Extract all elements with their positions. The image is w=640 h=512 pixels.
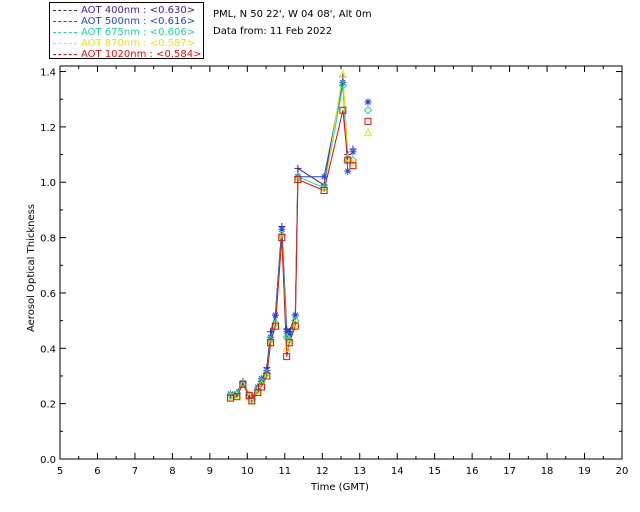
point-aot-675nm (285, 335, 294, 345)
y-tick-label: 1.4 (40, 68, 56, 79)
x-tick-label: 10 (241, 466, 254, 477)
point-aot-500nm (271, 311, 279, 319)
point-aot-500nm (278, 225, 286, 233)
site-info: PML, N 50 22', W 04 08', Alt 0m (213, 9, 372, 20)
point-aot-870nm (253, 386, 263, 395)
point-aot-1020nm (271, 322, 279, 330)
x-tick-label: 20 (616, 466, 629, 477)
y-tick-label: 0.0 (40, 455, 56, 466)
legend: AOT 400nm : <0.630> AOT 500nm : <0.616> … (49, 2, 204, 60)
point-aot-500nm (339, 79, 347, 87)
point-aot-500nm (344, 167, 352, 175)
y-tick-label: 0.4 (40, 344, 56, 355)
point-aot-1020nm (233, 393, 241, 401)
point-aot-870nm (226, 392, 235, 401)
point-aot-1020nm (320, 187, 328, 195)
point-aot-1020nm (285, 339, 293, 347)
legend-swatch (53, 43, 77, 44)
point-aot-870nm (232, 390, 242, 399)
x-tick-label: 8 (169, 466, 175, 477)
point-aot-870nm (338, 69, 348, 78)
point-aot-675nm (253, 385, 263, 395)
x-tick-label: 19 (578, 466, 591, 477)
point-aot-675nm (363, 106, 373, 115)
point-aot-870nm (282, 343, 292, 352)
legend-swatch (53, 32, 77, 33)
x-tick-label: 12 (316, 466, 329, 477)
point-aot-1020nm (239, 380, 247, 388)
x-tick-label: 11 (278, 466, 291, 477)
point-aot-1020nm (291, 322, 299, 330)
legend-swatch (53, 21, 77, 22)
point-aot-500nm (364, 98, 372, 106)
point-aot-1020nm (258, 383, 266, 391)
point-aot-675nm (232, 389, 242, 399)
x-tick-label: 15 (428, 466, 441, 477)
legend-swatch (53, 10, 77, 11)
point-aot-1020nm (349, 162, 357, 170)
series-line-aot-870nm (230, 74, 349, 402)
legend-label: AOT 675nm : <0.606> (81, 27, 196, 38)
point-aot-870nm (363, 127, 373, 136)
x-tick-label: 7 (132, 466, 138, 477)
point-aot-675nm (257, 377, 266, 386)
legend-label: AOT 500nm : <0.616> (81, 16, 196, 27)
x-tick-label: 18 (541, 466, 554, 477)
point-aot-1020nm (267, 339, 275, 347)
y-tick-label: 1.2 (40, 123, 56, 134)
point-aot-1020nm (294, 175, 302, 183)
y-axis-label: Aerosol Optical Thickness (26, 204, 37, 332)
x-tick-label: 5 (57, 466, 63, 477)
y-tick-label: 0.2 (40, 400, 56, 411)
x-tick-label: 6 (94, 466, 100, 477)
point-aot-1020nm (339, 106, 347, 114)
point-aot-675nm (293, 172, 303, 181)
series-line-aot-675nm (230, 85, 349, 401)
x-axis-label: Time (GMT) (310, 482, 369, 493)
x-tick-label: 9 (207, 466, 213, 477)
legend-swatch (53, 54, 77, 55)
point-aot-675nm (226, 391, 235, 400)
x-tick-label: 17 (503, 466, 516, 477)
x-tick-label: 13 (353, 466, 366, 477)
point-aot-675nm (266, 335, 275, 345)
point-aot-675nm (319, 183, 329, 192)
y-tick-label: 1.0 (40, 178, 56, 189)
legend-label: AOT 400nm : <0.630> (81, 5, 196, 16)
legend-label: AOT 1020nm : <0.584> (81, 49, 202, 60)
point-aot-1020nm (263, 372, 271, 380)
legend-label: AOT 870nm : <0.587> (81, 38, 196, 49)
y-tick-label: 0.6 (40, 289, 56, 300)
point-aot-1020nm (248, 397, 256, 405)
point-aot-1020nm (364, 117, 372, 125)
point-aot-1020nm (344, 156, 352, 164)
point-aot-400nm (294, 164, 302, 172)
point-aot-500nm (320, 173, 328, 181)
point-aot-675nm (338, 81, 348, 90)
x-tick-label: 14 (391, 466, 404, 477)
point-aot-1020nm (254, 389, 262, 397)
point-aot-675nm (262, 368, 272, 378)
point-aot-675nm (291, 316, 300, 325)
point-aot-675nm (277, 230, 287, 240)
y-tick-label: 0.8 (40, 234, 56, 245)
point-aot-1020nm (278, 234, 286, 242)
plot-frame (59, 65, 623, 460)
series-line-aot-500nm (230, 82, 349, 399)
date-info: Data from: 11 Feb 2022 (213, 26, 333, 37)
point-aot-675nm (271, 319, 280, 328)
point-aot-500nm (349, 148, 357, 156)
point-aot-1020nm (283, 353, 291, 361)
x-tick-label: 16 (466, 466, 479, 477)
